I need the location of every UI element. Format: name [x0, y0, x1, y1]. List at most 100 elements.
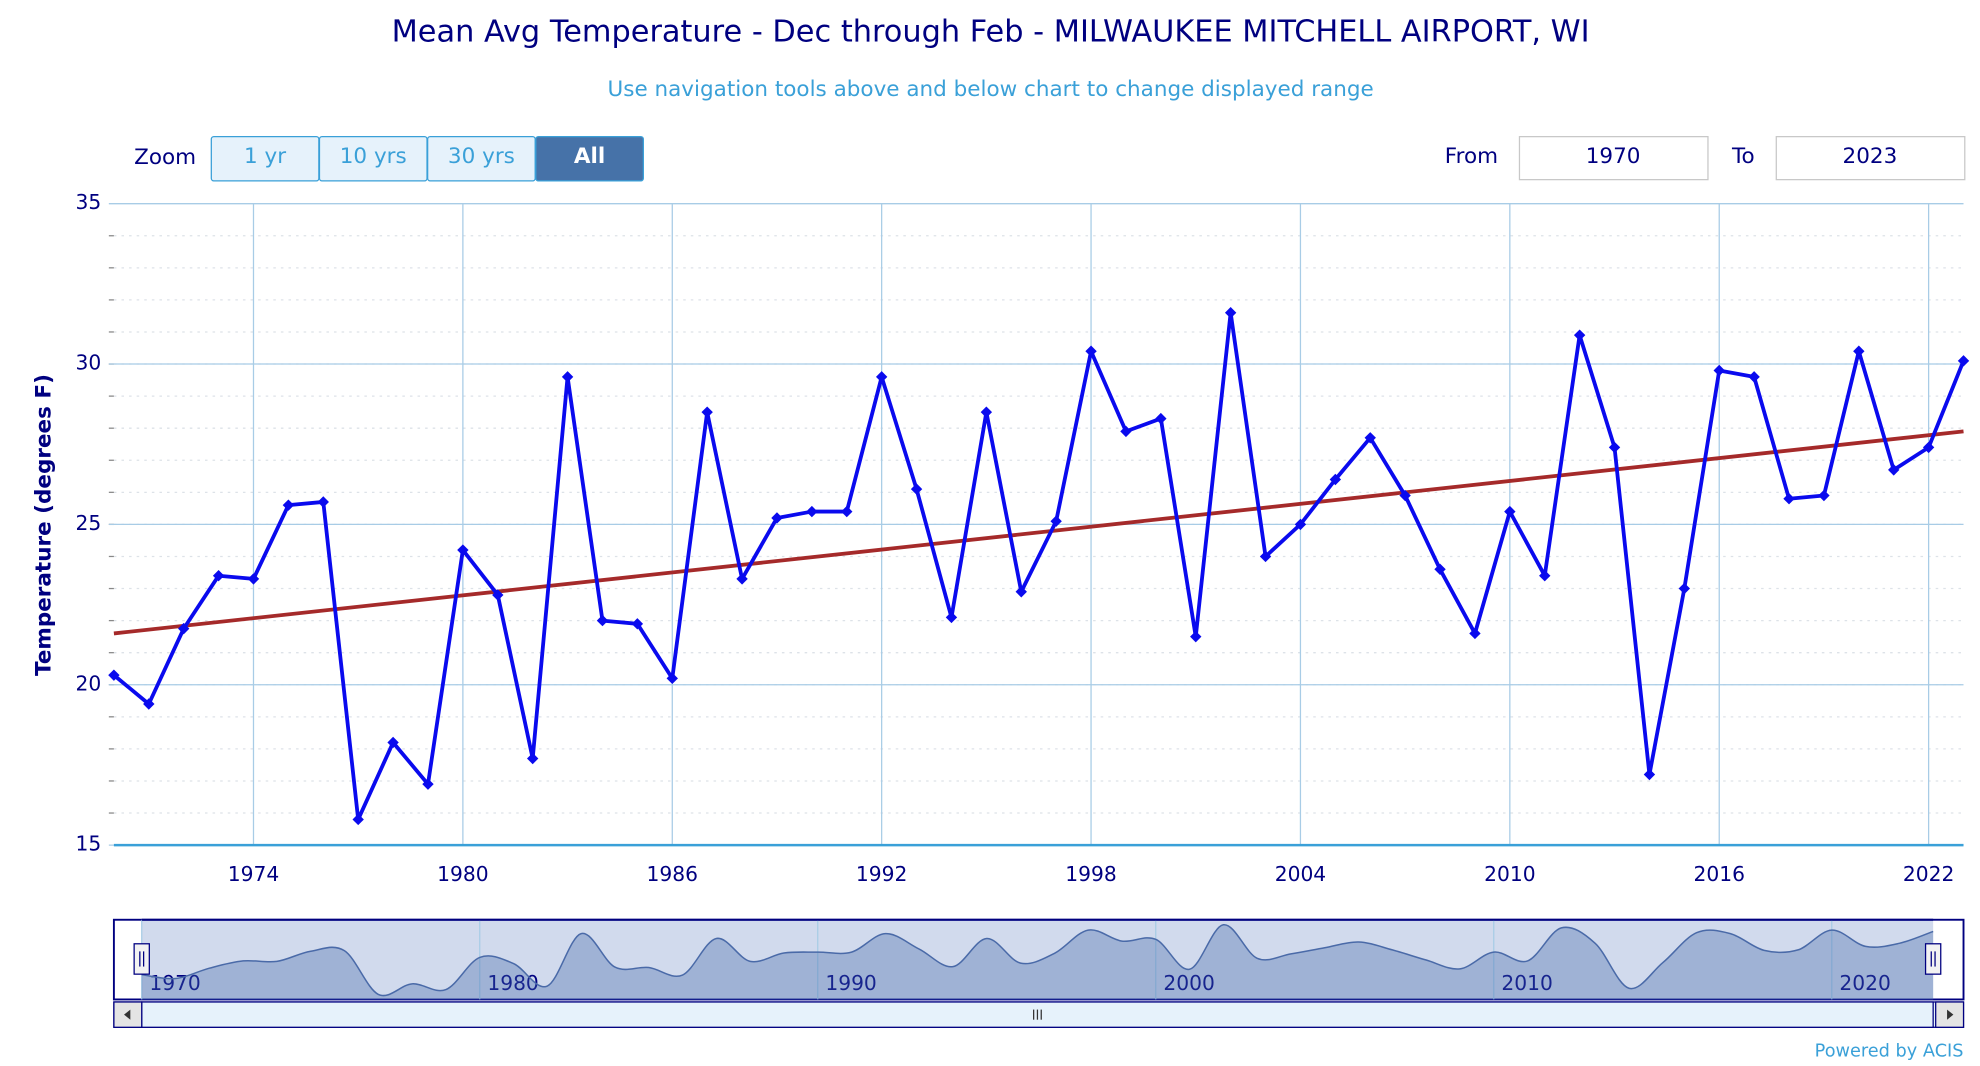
data-point	[736, 573, 748, 585]
zoom-button-label: 10 yrs	[340, 144, 407, 169]
data-point	[1713, 364, 1725, 377]
navigator-handle[interactable]	[133, 943, 150, 975]
data-point	[1853, 345, 1865, 357]
data-point	[806, 505, 818, 518]
data-point	[526, 752, 539, 765]
data-point	[1120, 425, 1132, 438]
navigator-tick-label: 2020	[1839, 971, 1891, 995]
data-line	[112, 310, 1966, 822]
trend-line	[113, 429, 1964, 636]
x-tick-label: 2004	[1275, 862, 1327, 886]
data-point	[1190, 630, 1202, 643]
navigator-tick-label: 2000	[1163, 971, 1215, 995]
data-point	[317, 496, 329, 508]
navigator-mask	[141, 919, 1934, 1000]
from-value: 1970	[1586, 144, 1641, 169]
x-tick-label: 1998	[1065, 862, 1117, 886]
y-tick-label: 35	[75, 190, 101, 214]
from-input[interactable]	[1518, 136, 1709, 181]
data-point	[1155, 412, 1167, 425]
x-tick-label: 1980	[437, 862, 489, 886]
data-point	[1504, 505, 1516, 518]
y-tick-label: 20	[75, 671, 101, 695]
navigator-tick-label: 1980	[487, 971, 539, 995]
zoom-button[interactable]	[535, 136, 644, 182]
data-point	[1259, 550, 1272, 563]
data-point	[1469, 627, 1481, 640]
data-point	[1888, 464, 1900, 476]
navigator-tick-label: 2010	[1501, 971, 1553, 995]
arrow-left	[124, 1009, 131, 1020]
y-axis-label: Temperature (degrees F)	[31, 374, 56, 676]
chart-title: Mean Avg Temperature - Dec through Feb -…	[392, 14, 1590, 49]
data-point	[1608, 441, 1621, 454]
data-point	[701, 406, 713, 418]
data-point	[492, 589, 504, 601]
data-point	[875, 371, 888, 383]
data-point	[1329, 473, 1342, 486]
data-point	[596, 614, 609, 627]
x-tick-label: 1992	[856, 862, 907, 886]
x-tick-label: 1986	[647, 862, 699, 886]
navigator-tick-label: 1970	[149, 971, 201, 995]
data-point	[1539, 570, 1551, 582]
zoom-label: Zoom	[134, 145, 196, 170]
data-point	[352, 813, 364, 826]
from-label: From	[1445, 144, 1498, 169]
data-point	[910, 483, 923, 495]
data-point	[1922, 441, 1935, 454]
data-point	[1399, 489, 1411, 502]
x-tick-label: 2016	[1693, 862, 1745, 886]
data-point	[1678, 582, 1691, 595]
navigator-line	[141, 924, 1934, 997]
arrow-right	[1947, 1009, 1954, 1020]
data-point	[108, 669, 120, 681]
data-point	[561, 371, 574, 383]
chart-subtitle: Use navigation tools above and below cha…	[608, 77, 1374, 102]
zoom-button-label: 1 yr	[244, 144, 286, 169]
data-point	[143, 698, 155, 710]
x-tick-label: 2010	[1484, 862, 1536, 886]
data-point	[631, 618, 644, 630]
data-point	[1643, 768, 1656, 781]
data-point	[1294, 518, 1307, 531]
data-point	[247, 573, 260, 585]
data-point	[1818, 489, 1830, 502]
to-input[interactable]	[1775, 136, 1966, 181]
data-point	[666, 672, 678, 685]
data-point	[1364, 432, 1376, 444]
data-point	[1748, 371, 1760, 383]
data-point	[1573, 329, 1586, 341]
data-point	[422, 778, 434, 790]
navigator-area	[141, 924, 1934, 1000]
x-tick-label: 1974	[228, 862, 279, 886]
y-tick-label: 15	[75, 832, 101, 856]
y-tick-label: 30	[75, 351, 101, 375]
data-point	[945, 611, 958, 624]
data-point	[387, 736, 399, 749]
data-point	[212, 570, 225, 582]
data-point	[1957, 355, 1970, 367]
data-point	[457, 544, 469, 556]
x-tick-label: 2022	[1903, 862, 1955, 886]
y-tick-label: 25	[75, 511, 101, 535]
to-label: To	[1731, 144, 1755, 169]
zoom-button-label: 30 yrs	[448, 144, 515, 169]
data-point	[1224, 307, 1237, 319]
to-value: 2023	[1843, 144, 1898, 169]
data-point	[1015, 586, 1027, 598]
data-point	[178, 622, 190, 635]
data-point	[1434, 563, 1446, 575]
data-point	[980, 406, 993, 418]
data-point	[1783, 493, 1795, 505]
navigator-handle[interactable]	[1924, 943, 1942, 975]
navigator-tick-label: 1990	[825, 971, 877, 995]
data-point	[1050, 515, 1062, 527]
zoom-button-label: All	[574, 144, 605, 169]
data-point	[771, 512, 783, 524]
data-point	[282, 499, 295, 511]
data-point	[841, 505, 853, 518]
credit: Powered by ACIS	[1815, 1041, 1964, 1061]
data-point	[1085, 345, 1097, 357]
